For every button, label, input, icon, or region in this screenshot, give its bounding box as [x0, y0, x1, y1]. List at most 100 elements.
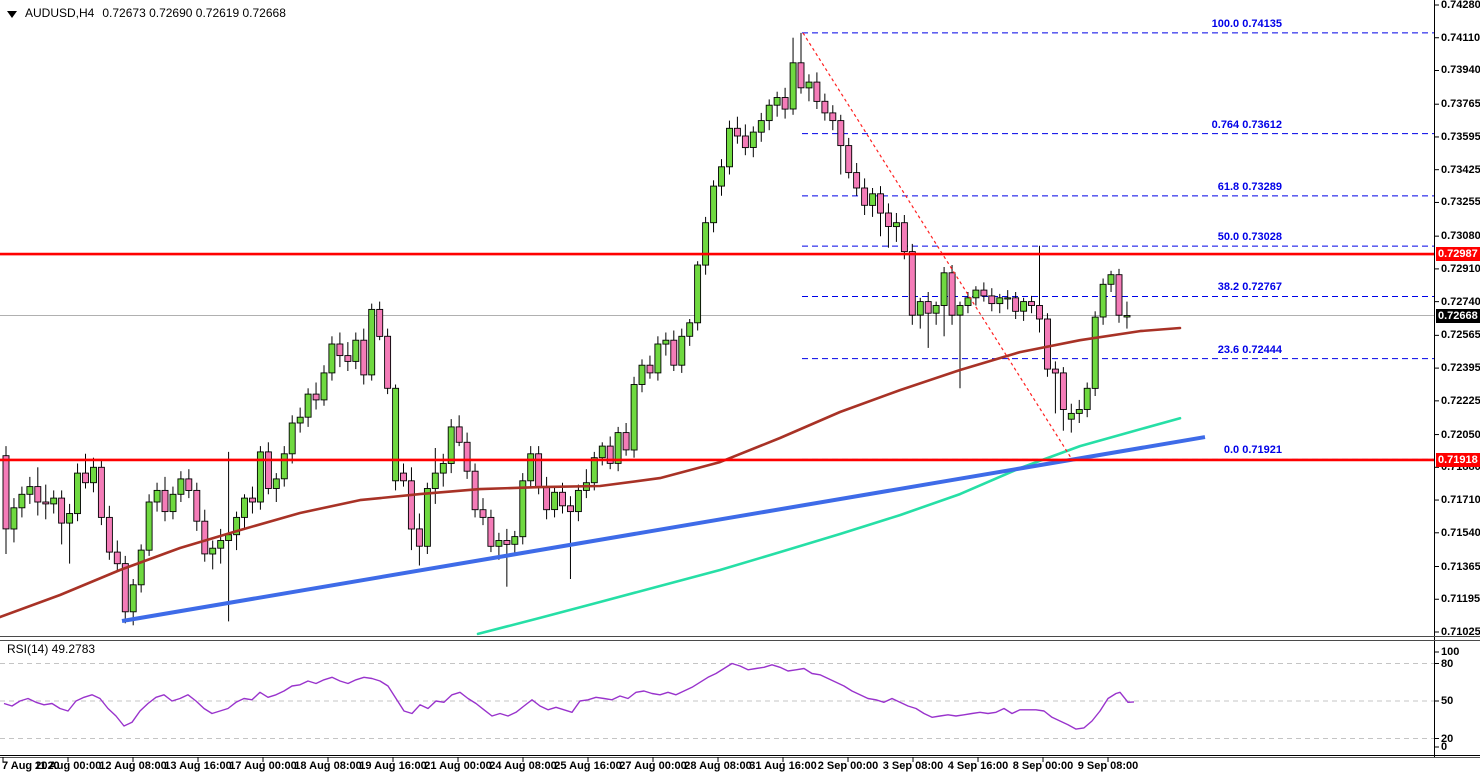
bear-candle-body	[559, 491, 566, 507]
bull-candle-body	[1004, 297, 1012, 300]
bear-candle-body	[622, 432, 630, 451]
bear-candle-body	[829, 112, 837, 122]
time-axis-label: 8 Sep 00:00	[1012, 760, 1074, 772]
bear-candle-body	[185, 478, 193, 491]
bear-candle-body	[813, 81, 821, 102]
bear-candle-body	[82, 472, 89, 484]
bear-candle-body	[113, 551, 121, 565]
bear-candle-body	[567, 505, 574, 513]
price-axis-label: 0.72565	[1441, 329, 1480, 341]
bull-candle-body	[1020, 301, 1028, 312]
bull-candle-body	[527, 453, 535, 482]
candlestick-series	[2, 32, 1131, 626]
bear-candle-body	[543, 486, 551, 511]
bear-candle-body	[34, 486, 42, 503]
bull-candle-body	[1099, 283, 1107, 318]
bull-candle-body	[1083, 387, 1091, 410]
current-price-tag: 0.72668	[1436, 309, 1480, 323]
symbol-dropdown-icon[interactable]	[7, 10, 17, 18]
bull-candle-body	[718, 166, 725, 187]
bull-candle-body	[892, 222, 900, 228]
fib-level-label: 0.764 0.73612	[1211, 119, 1282, 131]
bear-candle-body	[479, 509, 487, 518]
bull-candle-body	[26, 486, 34, 495]
price-axis-label: 0.73080	[1441, 230, 1480, 242]
bear-candle-body	[988, 295, 996, 305]
bull-candle-body	[352, 339, 360, 362]
bear-candle-body	[877, 193, 884, 214]
bull-candle-body	[225, 534, 233, 541]
bull-candle-body	[280, 453, 288, 480]
fib-level-label: 50.0 0.73028	[1217, 231, 1282, 243]
price-axis-label: 0.73425	[1441, 164, 1480, 176]
bear-candle-body	[249, 497, 256, 503]
bear-candle-body	[2, 455, 10, 530]
price-axis-label: 0.72395	[1441, 362, 1480, 374]
bear-candle-body	[1012, 297, 1020, 312]
bull-candle-body	[304, 393, 312, 418]
bull-candle-body	[710, 185, 718, 224]
bull-candle-body	[757, 120, 765, 133]
time-axis-label: 18 Aug 08:00	[294, 760, 362, 772]
bull-candle-body	[749, 131, 757, 148]
bull-candle-body	[972, 289, 980, 299]
price-axis-label: 0.72050	[1441, 429, 1480, 441]
bull-candle-body	[145, 501, 153, 551]
time-axis-label: 25 Aug 16:00	[554, 760, 622, 772]
bear-candle-body	[105, 516, 113, 553]
bull-candle-body	[392, 387, 400, 482]
bull-candle-body	[654, 343, 662, 374]
time-axis-label: 13 Aug 16:00	[164, 760, 232, 772]
bear-candle-body	[1115, 274, 1123, 316]
fib-level-label: 100.0 0.74135	[1211, 18, 1282, 30]
bear-candle-body	[885, 212, 892, 227]
bull-candle-body	[1075, 409, 1083, 414]
bear-candle-body	[201, 520, 209, 555]
bear-candle-body	[264, 451, 272, 489]
bear-candle-body	[58, 497, 66, 524]
bear-candle-body	[121, 563, 129, 613]
bull-candle-body	[90, 466, 97, 484]
bull-candle-body	[169, 493, 177, 513]
bull-candle-body	[551, 491, 559, 511]
bull-candle-body	[177, 478, 185, 495]
bear-candle-body	[845, 145, 853, 174]
bear-candle-body	[360, 339, 368, 376]
bull-candle-body	[368, 308, 376, 376]
bear-candle-body	[97, 466, 105, 518]
bull-candle-body	[932, 305, 940, 314]
time-axis-label: 9 Sep 08:00	[1077, 760, 1139, 772]
bull-candle-body	[638, 364, 646, 385]
bear-candle-body	[400, 472, 407, 482]
bull-candle-body	[50, 497, 58, 505]
bull-candle-body	[662, 339, 670, 345]
price-axis-label: 0.71710	[1441, 494, 1480, 506]
bull-candle-body	[1123, 315, 1131, 318]
bear-candle-body	[606, 445, 614, 464]
bull-candle-body	[431, 472, 439, 489]
time-axis-label: 17 Aug 00:00	[229, 760, 297, 772]
bull-candle-body	[423, 488, 431, 547]
bear-candle-body	[741, 135, 749, 149]
bull-candle-body	[614, 432, 622, 464]
bull-candle-body	[1107, 274, 1115, 285]
bull-candle-body	[328, 343, 336, 374]
bear-candle-body	[1036, 305, 1043, 320]
ma-slow-line	[0, 326, 1182, 619]
bear-candle-body	[1028, 301, 1035, 306]
bear-candle-body	[837, 120, 845, 147]
bear-candle-body	[908, 251, 916, 316]
bear-candle-body	[1051, 368, 1059, 374]
time-axis-label: 12 Aug 08:00	[99, 760, 167, 772]
bull-candle-body	[10, 507, 18, 530]
bear-candle-body	[948, 272, 956, 316]
price-axis-label: 0.74110	[1441, 32, 1480, 44]
bull-candle-body	[789, 62, 797, 110]
price-axis-label: 0.73255	[1441, 196, 1480, 208]
time-axis-label: 31 Aug 16:00	[749, 760, 817, 772]
bull-candle-body	[272, 478, 280, 489]
bear-candle-body	[980, 289, 988, 297]
bear-candle-body	[376, 308, 384, 337]
chart-header: AUDUSD,H4 0.72673 0.72690 0.72619 0.7266…	[7, 6, 294, 20]
